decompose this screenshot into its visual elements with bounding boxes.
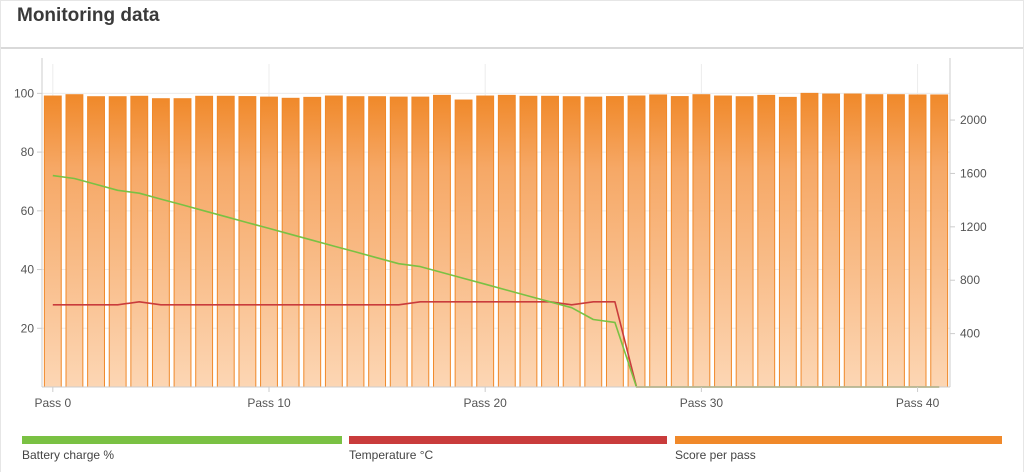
score-bar: [908, 94, 927, 388]
x-tick-label: Pass 0: [34, 396, 71, 410]
score-bar: [65, 94, 84, 388]
score-bar: [497, 94, 516, 388]
score-bar: [324, 95, 343, 388]
score-bar: [562, 96, 581, 388]
score-bar: [605, 96, 624, 388]
score-bar: [151, 98, 170, 388]
legend-color-bar: [675, 436, 1002, 444]
x-tick-label: Pass 20: [464, 396, 508, 410]
score-bar: [195, 95, 214, 388]
score-bar: [108, 96, 127, 388]
y-left-tick-label: 20: [21, 321, 35, 335]
y-left-tick-label: 40: [21, 263, 35, 277]
score-bar: [238, 96, 257, 388]
y-right-tick-label: 1200: [960, 220, 987, 234]
score-bar: [714, 95, 732, 388]
y-left-tick-label: 100: [14, 86, 34, 100]
score-bar: [584, 96, 603, 388]
score-bar: [692, 94, 711, 388]
score-bar: [778, 96, 797, 388]
score-bar: [670, 96, 689, 388]
x-tick-label: Pass 10: [247, 396, 291, 410]
score-bar: [649, 94, 668, 388]
y-left-tick-label: 60: [21, 204, 35, 218]
legend-label: Score per pass: [675, 448, 756, 462]
y-right-tick-label: 1600: [960, 166, 987, 180]
score-bar: [865, 94, 884, 388]
score-bar: [930, 94, 949, 388]
legend-label: Temperature °C: [349, 448, 434, 462]
score-bar: [433, 94, 451, 388]
score-bar: [130, 95, 149, 388]
score-bar: [800, 92, 819, 388]
score-bar: [519, 95, 538, 388]
score-bar: [411, 96, 430, 388]
score-bar: [216, 95, 235, 388]
legend-label: Battery charge %: [22, 448, 115, 462]
score-bar: [735, 96, 754, 388]
score-bar: [281, 97, 300, 388]
score-bar: [260, 96, 278, 388]
y-right-tick-label: 400: [960, 327, 980, 341]
score-bar: [454, 99, 473, 388]
score-bar: [822, 93, 841, 388]
score-bar: [173, 98, 192, 388]
x-tick-label: Pass 40: [896, 396, 940, 410]
score-bar: [368, 96, 387, 388]
score-bar: [541, 95, 559, 388]
score-bar: [843, 93, 862, 388]
score-bar: [389, 96, 408, 388]
legend-color-bar: [22, 436, 342, 444]
legend-item[interactable]: Score per pass: [675, 436, 1002, 466]
score-bar: [757, 94, 776, 388]
y-right-tick-label: 800: [960, 273, 980, 287]
y-right-tick-label: 2000: [960, 113, 987, 127]
legend-color-bar: [349, 436, 667, 444]
chart-area: 20 40 60 80 100 400 800 1200 1600 2000 Pass 0 Pass …: [0, 48, 1024, 472]
legend-item[interactable]: Battery charge %: [22, 436, 342, 466]
score-bar: [887, 94, 905, 388]
score-bar: [43, 95, 62, 388]
x-tick-label: Pass 30: [680, 396, 724, 410]
score-bar: [346, 96, 365, 388]
legend-item[interactable]: Temperature °C: [349, 436, 667, 466]
panel-title: Monitoring data: [17, 5, 160, 26]
score-bar: [87, 96, 105, 388]
y-left-tick-label: 80: [21, 145, 35, 159]
panel-header: Monitoring data: [0, 0, 1024, 49]
score-bar: [476, 95, 495, 388]
score-bar: [627, 95, 646, 388]
monitoring-chart: 20 40 60 80 100 400 800 1200 1600 2000 Pass 0 Pass …: [14, 58, 987, 410]
